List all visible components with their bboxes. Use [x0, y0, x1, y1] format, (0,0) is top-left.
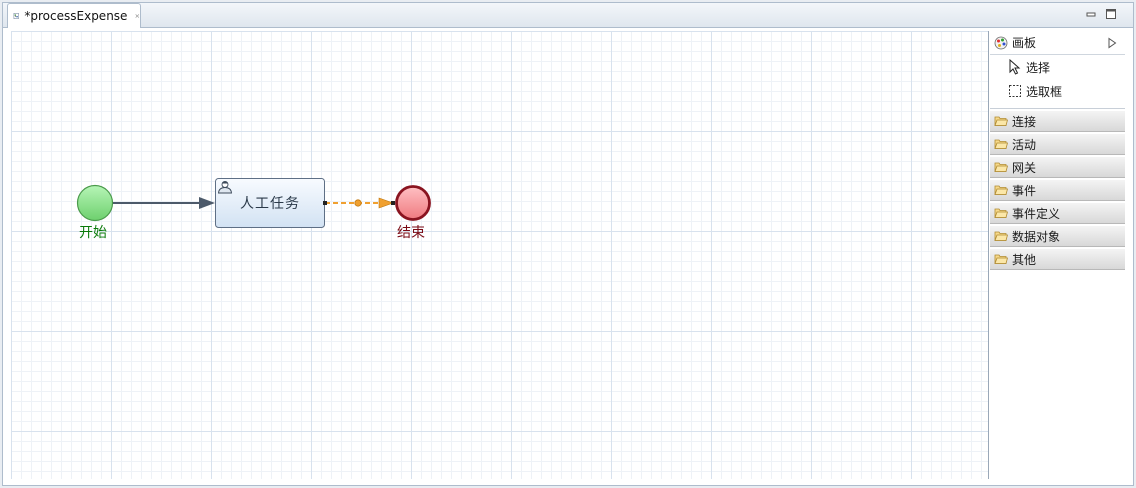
- palette-title: 画板: [1012, 36, 1037, 50]
- tool-select[interactable]: 选择: [990, 55, 1125, 79]
- close-icon[interactable]: [135, 11, 140, 21]
- drawer-event-definitions[interactable]: 事件定义: [990, 202, 1125, 224]
- marquee-icon: [1009, 85, 1021, 97]
- sequence-flow-task-to-end-selected[interactable]: [323, 197, 395, 209]
- pointer-icon: [1009, 59, 1021, 75]
- sequence-flow-start-to-task[interactable]: [113, 197, 215, 209]
- folder-icon: [994, 139, 1008, 149]
- tool-marquee-label: 选取框: [1026, 84, 1063, 99]
- minimize-icon[interactable]: [1085, 8, 1097, 20]
- drawer-events[interactable]: 事件: [990, 179, 1125, 201]
- folder-icon: [994, 254, 1008, 264]
- drawer-data-objects[interactable]: 数据对象: [990, 225, 1125, 247]
- tab-process-expense[interactable]: *processExpense: [7, 3, 141, 28]
- drawer-label: 事件定义: [1012, 206, 1061, 221]
- palette-separator: [990, 103, 1125, 109]
- folder-icon: [994, 162, 1008, 172]
- drawer-other[interactable]: 其他: [990, 248, 1125, 270]
- drawer-label: 网关: [1012, 160, 1037, 175]
- tool-marquee[interactable]: 选取框: [990, 79, 1125, 103]
- palette-panel: 画板 选择 选取框 连接 活动 网关: [990, 31, 1125, 479]
- drawer-label: 数据对象: [1012, 229, 1061, 244]
- tab-bar: *processExpense: [3, 3, 1133, 28]
- collapse-arrow-icon[interactable]: [1107, 37, 1117, 49]
- user-task-label: 人工任务: [240, 196, 300, 212]
- tool-select-label: 选择: [1026, 60, 1051, 75]
- folder-icon: [994, 185, 1008, 195]
- drawer-label: 连接: [1012, 114, 1037, 129]
- drawer-connections[interactable]: 连接: [990, 110, 1125, 132]
- drawer-label: 活动: [1012, 137, 1037, 152]
- folder-icon: [994, 208, 1008, 218]
- tab-title: *processExpense: [24, 9, 128, 23]
- folder-icon: [994, 116, 1008, 126]
- drawer-label: 事件: [1012, 183, 1037, 198]
- palette-header[interactable]: 画板: [990, 31, 1125, 55]
- drawer-gateways[interactable]: 网关: [990, 156, 1125, 178]
- end-event[interactable]: [395, 185, 431, 221]
- user-task[interactable]: 人工任务: [215, 178, 325, 228]
- diagram-canvas[interactable]: 开始 人工任务: [11, 31, 989, 479]
- start-event[interactable]: [76, 184, 114, 222]
- process-file-icon: [13, 13, 19, 19]
- palette-icon: [994, 36, 1008, 49]
- folder-icon: [994, 231, 1008, 241]
- maximize-icon[interactable]: [1105, 8, 1117, 20]
- process-diagram: 开始 人工任务: [76, 178, 431, 241]
- start-event-label: 开始: [79, 225, 107, 241]
- user-icon: [218, 181, 232, 194]
- drawer-activities[interactable]: 活动: [990, 133, 1125, 155]
- drawer-label: 其他: [1012, 252, 1037, 267]
- end-event-label: 结束: [397, 225, 425, 241]
